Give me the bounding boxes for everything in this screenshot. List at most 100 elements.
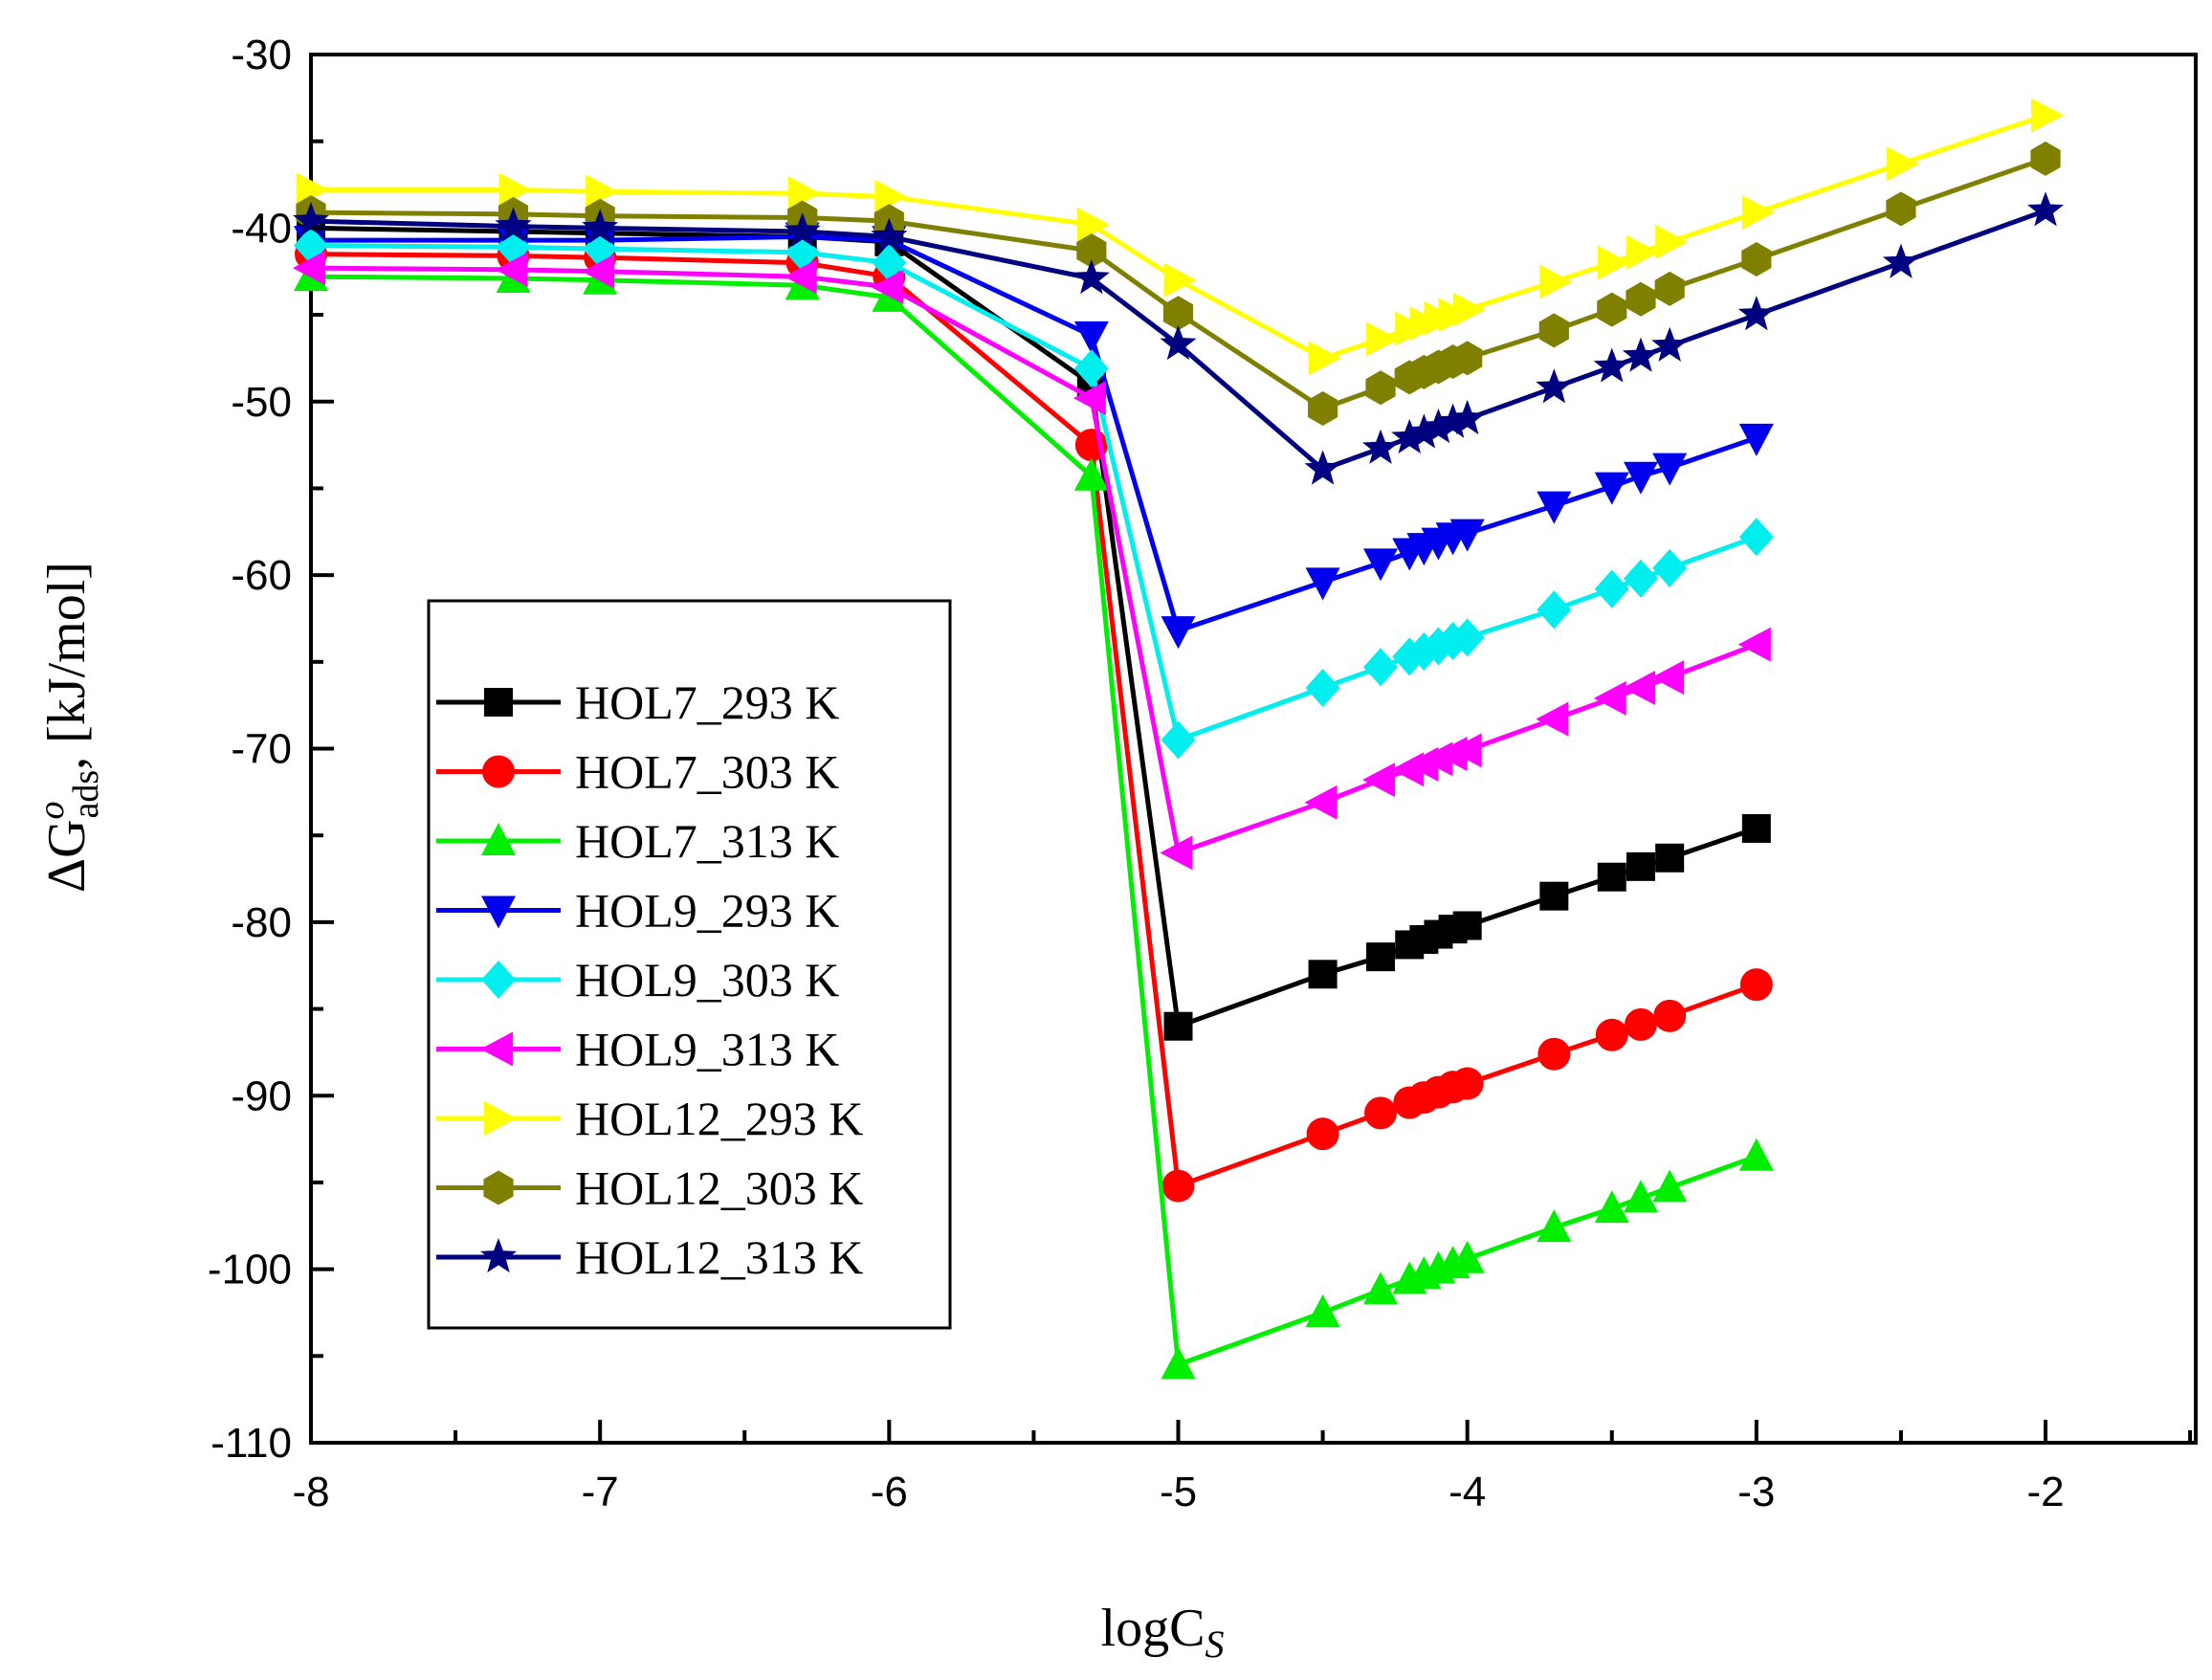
x-tick-label: -5 <box>1160 1469 1197 1515</box>
legend-marker <box>481 895 516 929</box>
series-HOL12_293-K <box>297 98 2064 376</box>
legend: HOL7_293 K HOL7_303 K HOL7_313 K HOL9_293 K… <box>427 599 952 1330</box>
legend-label: HOL9_313 K <box>575 1023 839 1076</box>
data-point <box>1304 785 1338 820</box>
data-point <box>1405 413 1443 449</box>
series-HOL9_313-K <box>293 251 1771 871</box>
legend-marker <box>479 1238 518 1273</box>
data-point <box>1624 1007 1657 1041</box>
data-point <box>495 207 532 242</box>
data-point <box>1366 321 1400 357</box>
data-point <box>1622 671 1655 706</box>
data-point <box>495 252 528 287</box>
data-point <box>1593 680 1626 716</box>
legend-label: HOL12_303 K <box>575 1161 863 1215</box>
data-point <box>1652 548 1688 587</box>
data-point <box>1886 191 1916 227</box>
data-point <box>1452 341 1483 376</box>
y-tick-label: -80 <box>231 899 292 946</box>
data-point <box>1161 1346 1196 1380</box>
data-point <box>1539 881 1569 911</box>
data-point <box>2030 141 2061 176</box>
data-point <box>1651 660 1685 696</box>
data-point <box>1741 195 1775 231</box>
data-point <box>582 254 615 289</box>
data-point <box>1653 999 1687 1032</box>
legend-label: HOL12_293 K <box>575 1092 863 1145</box>
data-point <box>1304 450 1341 485</box>
y-axis-title: ΔGoads, [kJ/mol] <box>32 562 106 893</box>
legend-item: HOL7_293 K <box>436 675 839 729</box>
data-point <box>1076 207 1110 242</box>
legend-label: HOL7_303 K <box>575 745 839 799</box>
data-point <box>1594 569 1629 608</box>
legend-marker <box>483 1170 514 1205</box>
axes: -8 -7 -6 -5 -4 -3 -2 -30 -40 -50 -60 -70 -80 -90 -100 -… <box>208 32 2193 1515</box>
data-point <box>1537 491 1572 524</box>
x-tick-label: -8 <box>292 1469 329 1515</box>
legend-marker <box>484 1101 517 1136</box>
data-point <box>1737 296 1775 331</box>
series-HOL9_303-K <box>294 226 1774 760</box>
x-axis-title-main: logC <box>1101 1599 1206 1658</box>
data-point <box>1162 296 1194 331</box>
data-point <box>1537 590 1572 630</box>
data-point <box>1073 381 1106 416</box>
data-point <box>1363 648 1399 687</box>
data-point <box>1737 627 1771 662</box>
data-point <box>1073 457 1109 491</box>
x-tick-label: -4 <box>1449 1469 1486 1515</box>
x-tick-label: -2 <box>2026 1469 2064 1515</box>
legend-label: HOL12_313 K <box>575 1230 863 1284</box>
legend-item: HOL7_303 K <box>436 745 839 799</box>
data-point <box>1626 234 1659 270</box>
y-tick-label: -60 <box>231 552 292 599</box>
data-point <box>1160 835 1193 871</box>
y-axis-title-main: ΔG <box>37 819 97 892</box>
data-point <box>1161 1169 1195 1203</box>
data-point <box>1539 264 1573 299</box>
x-tick-label: -7 <box>582 1469 619 1515</box>
legend-marker <box>481 823 516 855</box>
data-point <box>1365 370 1396 406</box>
data-point <box>1597 245 1630 280</box>
data-point <box>1623 461 1658 495</box>
series-line <box>311 233 1758 633</box>
y-tick-label: -100 <box>208 1247 292 1293</box>
legend-marker <box>482 755 515 788</box>
data-point <box>293 251 325 286</box>
data-point <box>1626 281 1656 317</box>
data-point <box>1449 399 1486 435</box>
data-point <box>1163 1011 1193 1041</box>
data-point <box>2031 98 2064 133</box>
data-point <box>1651 326 1689 362</box>
data-point <box>1073 258 1110 295</box>
x-tick-label: -3 <box>1737 1469 1775 1515</box>
y-tick-label: -50 <box>231 379 292 426</box>
data-point <box>787 176 821 211</box>
data-point <box>1738 423 1774 456</box>
data-point <box>1305 567 1340 601</box>
legend-item: HOL12_293 K <box>436 1092 863 1145</box>
y-axis-title-sup: o <box>32 801 72 819</box>
data-point <box>871 217 908 253</box>
data-point <box>2026 191 2065 227</box>
data-point <box>1595 1018 1628 1051</box>
data-point <box>1452 292 1486 327</box>
legend-marker <box>480 1031 513 1067</box>
data-point <box>586 174 619 210</box>
data-point <box>1741 242 1772 277</box>
data-point <box>1652 1169 1688 1203</box>
data-point <box>1623 559 1658 598</box>
x-axis-title: logCS <box>1101 1599 1225 1666</box>
y-tick-label: -40 <box>231 205 292 252</box>
y-tick-label: -90 <box>231 1072 292 1119</box>
data-point <box>1362 763 1396 798</box>
data-point <box>1741 813 1771 843</box>
data-point <box>1537 1209 1572 1243</box>
data-point <box>1739 968 1773 1002</box>
data-point <box>1738 518 1774 557</box>
data-point <box>1073 321 1109 354</box>
data-point <box>1160 324 1197 361</box>
